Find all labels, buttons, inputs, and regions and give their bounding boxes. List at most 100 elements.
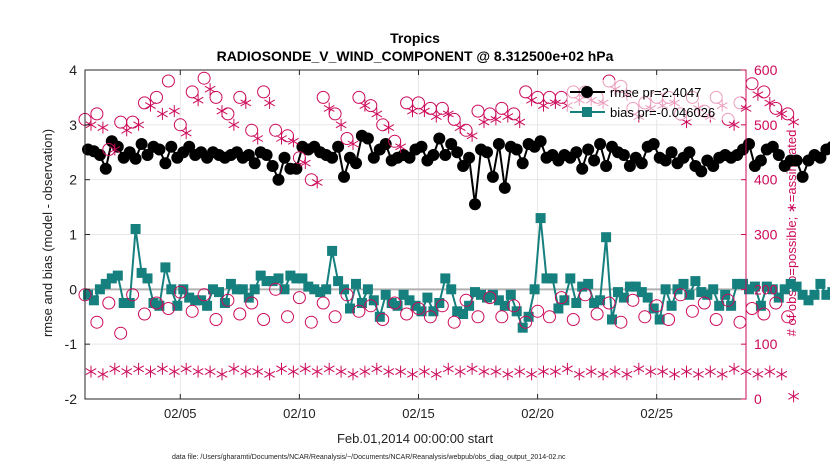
- asterisk-stroke: [573, 370, 585, 378]
- rmse-point: [486, 170, 499, 183]
- bias-point: [708, 284, 719, 295]
- bias-point: [214, 287, 224, 298]
- asterisk-stroke: [180, 365, 192, 373]
- asterisk-stroke: [776, 370, 788, 378]
- asterisk-stroke: [347, 140, 359, 148]
- obs_possible_low-point: [685, 304, 699, 318]
- asterisk-stroke: [287, 368, 299, 376]
- asterisk-stroke: [418, 368, 430, 376]
- y-tick-label-right: 200: [754, 281, 778, 297]
- obs_possible-point: [269, 123, 283, 137]
- y-tick-label-left: -2: [65, 391, 78, 407]
- obs_assimilated-point: [776, 107, 788, 120]
- bias-point: [642, 292, 653, 303]
- obs_assimilated_low-point: [97, 368, 109, 381]
- asterisk-stroke: [776, 110, 788, 118]
- y-tick-label-right: 0: [754, 391, 762, 407]
- bias-point: [744, 284, 754, 295]
- asterisk-stroke: [681, 368, 692, 376]
- bias-point: [291, 273, 302, 284]
- obs_assimilated_low-point: [776, 368, 788, 381]
- asterisk-stroke: [347, 370, 359, 378]
- x-tick-label: 02/25: [640, 406, 673, 421]
- obs_assimilated_low-point: [240, 365, 252, 378]
- obs_possible-point: [209, 90, 223, 104]
- asterisk-stroke: [121, 126, 133, 134]
- y-tick-label-left: 4: [69, 62, 77, 78]
- bias-point: [541, 273, 552, 284]
- rmse-point: [248, 157, 261, 170]
- obs_assimilated_low-point: [156, 362, 168, 375]
- bias-point: [827, 287, 830, 298]
- rmse-point: [516, 157, 529, 170]
- asterisk-stroke: [97, 124, 109, 132]
- obs_assimilated_low-point: [276, 362, 287, 375]
- asterisk-stroke: [788, 118, 800, 126]
- bias-point: [345, 303, 355, 314]
- obs_possible_low-point: [543, 310, 556, 324]
- bias-point: [452, 306, 463, 317]
- asterisk-stroke: [383, 124, 395, 132]
- asterisk-stroke: [442, 110, 454, 118]
- obs_assimilated_low-point: [192, 365, 204, 378]
- rmse-point: [165, 140, 178, 153]
- rmse-point: [600, 160, 613, 172]
- asterisk-stroke: [764, 99, 776, 107]
- obs_assimilated-point: [85, 118, 97, 131]
- y-tick-label-right: 400: [754, 172, 778, 188]
- asterisk-stroke: [323, 365, 335, 373]
- bias-point: [690, 276, 701, 287]
- asterisk-stroke: [597, 370, 609, 378]
- bias-point: [356, 298, 367, 308]
- asterisk-stroke: [430, 370, 442, 378]
- obs_assimilated-point: [359, 99, 371, 112]
- obs_assimilated_low-point: [287, 365, 299, 378]
- rmse-point: [415, 140, 428, 153]
- obs_assimilated_low-point: [478, 365, 490, 378]
- rmse-point: [326, 151, 339, 164]
- bias-point: [446, 284, 457, 295]
- obs_assimilated-point: [788, 116, 800, 129]
- bias-point: [803, 295, 814, 306]
- asterisk-stroke: [633, 365, 645, 373]
- bias-point: [208, 284, 218, 295]
- asterisk-stroke: [299, 365, 311, 373]
- asterisk-stroke: [156, 365, 168, 373]
- rmse-point: [659, 154, 672, 167]
- asterisk-stroke: [526, 96, 538, 104]
- obs_assimilated-point: [311, 176, 323, 189]
- obs_assimilated_low-point: [526, 368, 538, 381]
- rmse-point: [266, 160, 279, 172]
- obs_possible_low-point: [662, 313, 676, 326]
- obs_assimilated_low-point: [633, 362, 645, 375]
- obs_assimilated_low-point: [299, 362, 311, 375]
- asterisk-stroke: [276, 365, 287, 373]
- asterisk-stroke: [764, 368, 776, 376]
- rmse-point: [290, 162, 303, 175]
- bias-point: [755, 300, 766, 311]
- bias-point: [565, 273, 576, 284]
- obs_assimilated_low-point: [704, 365, 716, 378]
- asterisk-stroke: [526, 370, 538, 378]
- y-tick-label-left: 2: [69, 172, 77, 188]
- bias-point: [666, 300, 677, 311]
- obs_possible_low-point: [531, 304, 545, 318]
- rmse-point: [361, 132, 374, 145]
- x-axis-label: Feb.01,2014 00:00:00 start: [337, 431, 494, 446]
- asterisk-stroke: [287, 137, 299, 145]
- bias-point: [732, 278, 743, 289]
- obs_possible_low-point: [412, 302, 425, 315]
- obs_possible_low-point: [507, 299, 521, 313]
- asterisk-stroke: [216, 107, 228, 115]
- bias-point: [624, 281, 635, 292]
- obs_assimilated-point: [180, 127, 192, 140]
- bias-point: [499, 300, 510, 311]
- asterisk-stroke: [407, 370, 418, 378]
- bias-point: [309, 284, 320, 295]
- rmse-point: [814, 151, 827, 164]
- bias-point: [386, 298, 397, 308]
- x-tick-label: 02/15: [402, 406, 435, 421]
- asterisk-stroke: [383, 368, 395, 376]
- chart-subtitle: RADIOSONDE_V_WIND_COMPONENT @ 8.312500e+…: [217, 48, 614, 64]
- obs_assimilated_low-point: [335, 365, 347, 378]
